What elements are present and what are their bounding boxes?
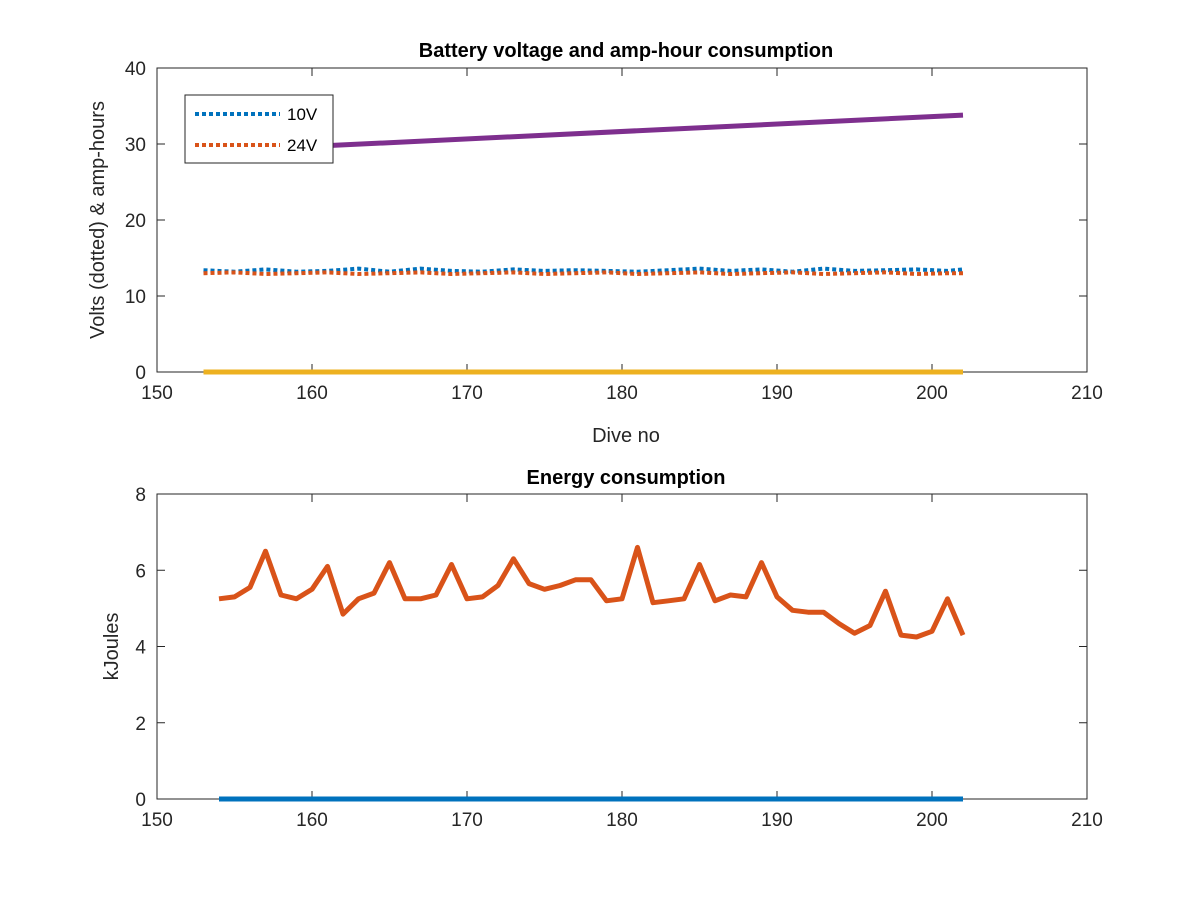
y-tick-label: 4: [135, 638, 146, 659]
x-axis-label: Dive no: [592, 425, 660, 447]
legend: [184, 94, 334, 164]
y-tick-label: 0: [135, 363, 146, 384]
x-tick-label: 150: [141, 810, 173, 831]
chart-title: Energy consumption: [527, 467, 726, 489]
y-axis-label: Volts (dotted) & amp-hours: [87, 101, 109, 339]
y-tick-label: 8: [135, 485, 146, 506]
x-tick-label: 170: [451, 383, 483, 404]
x-tick-label: 180: [606, 810, 638, 831]
legend-entry-label: 24V: [287, 136, 318, 155]
y-tick-label: 20: [125, 211, 146, 232]
y-tick-label: 0: [135, 790, 146, 811]
voltage-chart: 150 160 170 180 190 200 210 0 10 20 30 40 Battery vo…: [87, 40, 1103, 447]
series-line-0: [218, 544, 966, 640]
x-tick-label: 200: [916, 810, 948, 831]
legend-entry-label: 10V: [287, 105, 318, 124]
x-tick-label: 160: [296, 810, 328, 831]
x-tick-label: 150: [141, 383, 173, 404]
plot-area: [156, 493, 1088, 800]
x-tick-label: 180: [606, 383, 638, 404]
series-line-24v: [203, 270, 963, 276]
x-tick-label: 210: [1071, 383, 1103, 404]
x-tick-label: 190: [761, 383, 793, 404]
x-tick-label: 170: [451, 810, 483, 831]
energy-chart: 150 160 170 180 190 200 210 0 2 4 6 8 Energy consump…: [101, 467, 1103, 831]
y-tick-label: 10: [125, 287, 146, 308]
series-line-10v: [203, 266, 964, 274]
x-tick-label: 160: [296, 383, 328, 404]
y-tick-label: 40: [125, 59, 146, 80]
chart-title: Battery voltage and amp-hour consumption: [419, 40, 833, 62]
x-tick-label: 210: [1071, 810, 1103, 831]
y-tick-label: 6: [135, 561, 146, 582]
y-tick-label: 30: [125, 135, 146, 156]
y-tick-label: 2: [135, 714, 146, 735]
x-tick-label: 200: [916, 383, 948, 404]
x-tick-label: 190: [761, 810, 793, 831]
y-axis-label: kJoules: [101, 613, 123, 681]
